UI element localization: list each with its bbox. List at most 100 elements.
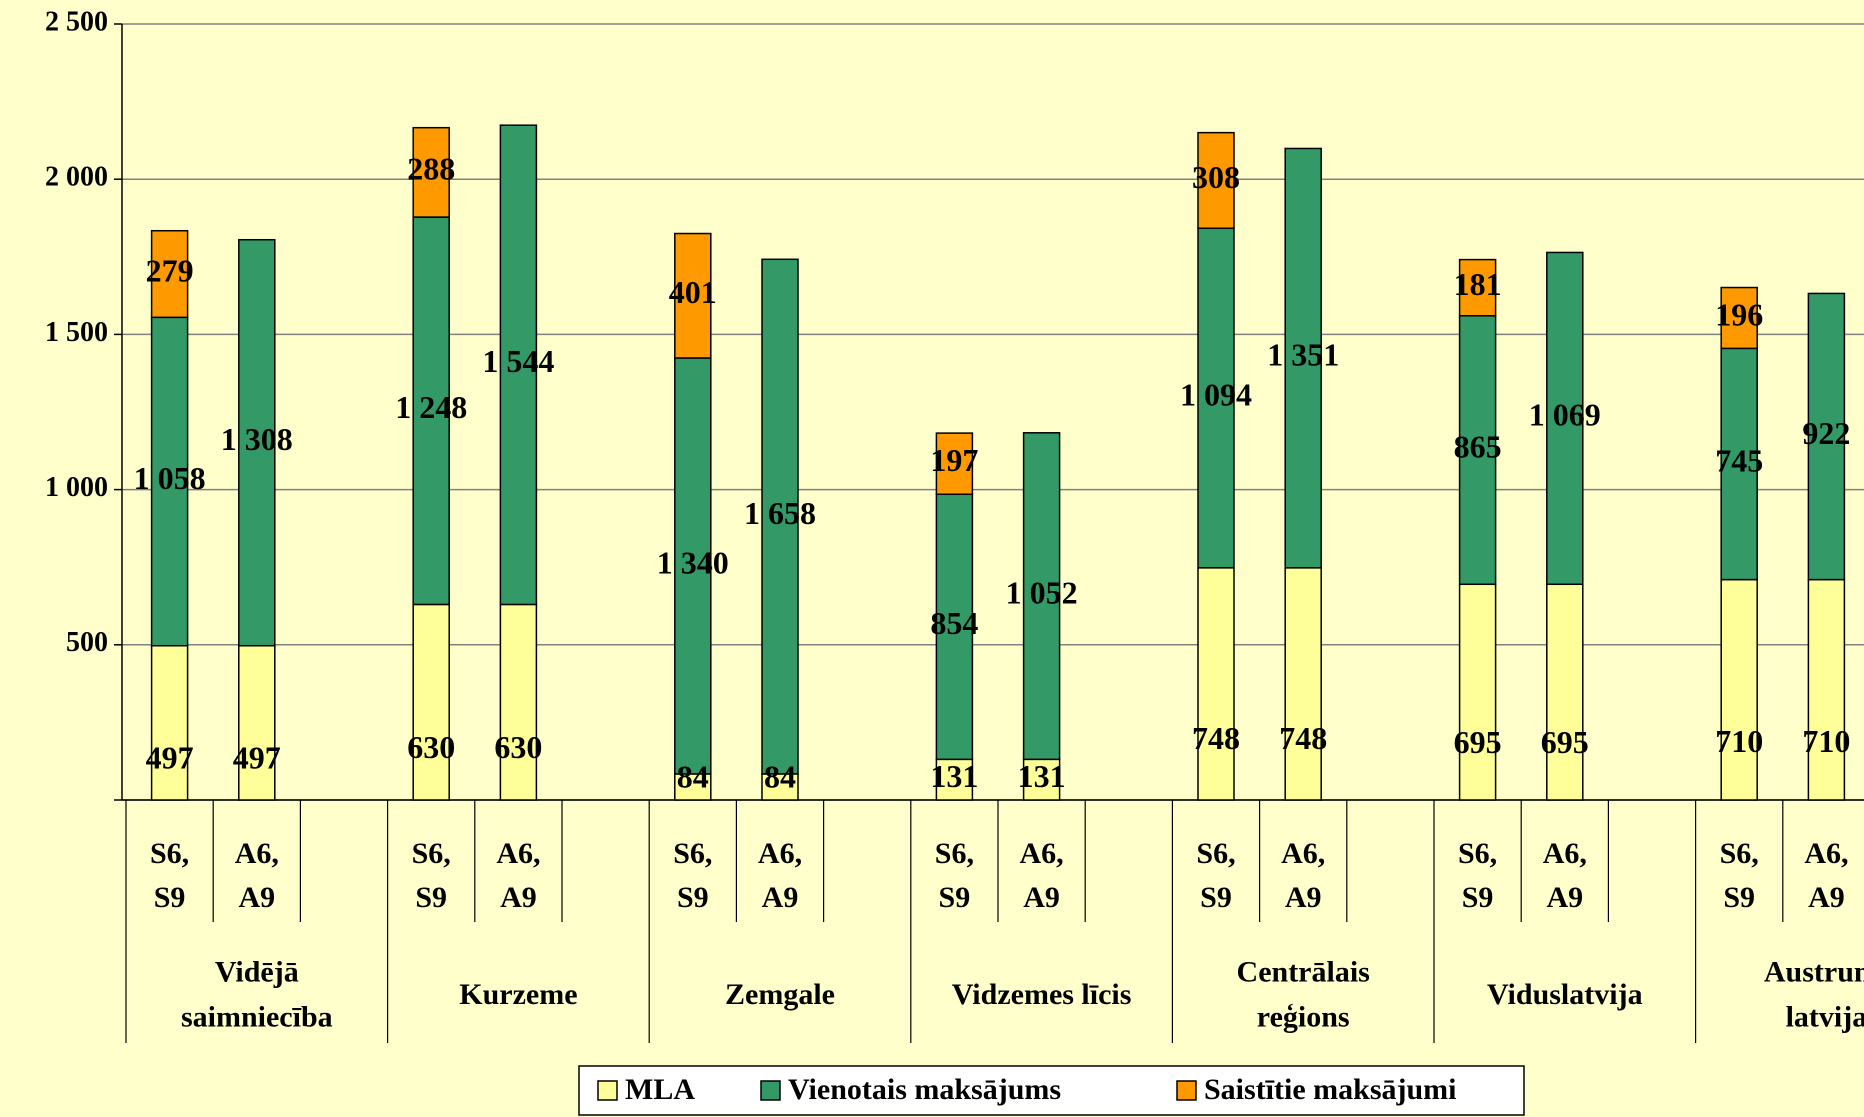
x-tick-label: S6, S9: [150, 837, 189, 914]
data-label: 1 069: [1529, 397, 1601, 433]
bar-segment: [150, 644, 189, 801]
data-label: 84: [764, 758, 796, 794]
data-label: 1 340: [657, 544, 729, 580]
data-label: 922: [1802, 415, 1850, 451]
bar-segment: [1720, 286, 1758, 350]
bar-segment: [761, 258, 799, 775]
x-tick-label: S6, S9: [673, 837, 712, 914]
data-label: 497: [146, 739, 194, 775]
bar-segment: [935, 493, 974, 761]
data-label: 748: [1192, 720, 1240, 756]
bar-segment: [1720, 347, 1758, 581]
group-label: Viduslatvija: [1487, 978, 1643, 1011]
x-tick-label: A6, A9: [1281, 837, 1325, 914]
x-tick-label: S6, S9: [935, 837, 974, 914]
x-tick-label: A6, A9: [758, 837, 802, 914]
x-tick-label: A6, A9: [1804, 837, 1848, 914]
data-label: 630: [407, 729, 455, 765]
legend-label: Vienotais maksājums: [788, 1073, 1061, 1106]
data-label: 695: [1541, 724, 1589, 760]
data-label: 401: [669, 274, 717, 310]
bar-segment: [499, 603, 538, 801]
x-tick-label: A6, A9: [235, 837, 279, 914]
x-tick-label: S6, S9: [412, 837, 451, 914]
data-label: 288: [407, 151, 455, 187]
data-label: 1 308: [221, 421, 293, 457]
bar-segment: [1284, 567, 1322, 801]
data-label: 748: [1279, 720, 1327, 756]
bar-segment: [412, 603, 450, 801]
data-label: 745: [1715, 442, 1763, 478]
data-label: 854: [930, 605, 978, 641]
data-label: 131: [1018, 758, 1066, 794]
data-label: 197: [930, 442, 978, 478]
bar-segment: [412, 126, 450, 218]
x-tick-label: S6, S9: [1458, 837, 1497, 914]
data-label: 1 052: [1006, 574, 1078, 610]
data-label: 131: [930, 758, 978, 794]
data-label: 279: [146, 252, 194, 288]
bar-segment: [935, 432, 974, 496]
bar-segment: [1022, 758, 1061, 801]
bar-segment: [1284, 147, 1322, 569]
bar-segment: [1458, 583, 1497, 801]
bar-segment: [1807, 578, 1846, 801]
group-label: Kurzeme: [459, 978, 577, 1011]
x-tick-label: A6, A9: [1020, 837, 1064, 914]
bar-segment: [674, 232, 712, 359]
group-label: Centrālais reģions: [1237, 955, 1370, 1033]
x-tick-label: A6, A9: [1543, 837, 1587, 914]
group-label: Vidējā saimniecība: [181, 955, 333, 1033]
data-label: 181: [1454, 266, 1502, 302]
data-label: 1 058: [134, 460, 206, 496]
y-tick-label: 1 000: [45, 472, 108, 503]
y-tick-label: 1 500: [45, 317, 108, 348]
y-tick-label: 500: [66, 627, 108, 658]
data-label: 630: [494, 729, 542, 765]
x-tick-label: A6, A9: [496, 837, 540, 914]
bar-segment: [1546, 251, 1584, 586]
x-tick-label: S6, S9: [1196, 837, 1235, 914]
x-tick-label: S6, S9: [1720, 837, 1759, 914]
bar-segment: [1197, 567, 1235, 801]
data-label: 196: [1715, 296, 1763, 332]
data-label: 865: [1454, 428, 1502, 464]
bar-segment: [1458, 258, 1497, 317]
bar-segment: [238, 238, 276, 647]
bar-segment: [1720, 578, 1758, 801]
data-label: 1 351: [1267, 336, 1339, 372]
group-label: Austrum-latvija: [1764, 955, 1864, 1033]
bar-segment: [1807, 292, 1846, 581]
legend-box: [578, 1065, 1525, 1116]
bar-segment: [1197, 227, 1235, 569]
legend-swatch: [1176, 1080, 1197, 1101]
legend-label: Saistītie maksājumi: [1204, 1073, 1457, 1106]
data-label: 84: [677, 758, 709, 794]
bar-segment: [1546, 583, 1584, 801]
data-label: 1 248: [395, 389, 467, 425]
y-tick-label: 2 000: [45, 162, 108, 193]
group-label: Zemgale: [725, 978, 835, 1011]
bar-segment: [499, 124, 538, 606]
data-label: 695: [1454, 724, 1502, 760]
bar-segment: [1022, 432, 1061, 761]
legend-swatch: [597, 1080, 618, 1101]
data-label: 710: [1802, 723, 1850, 759]
data-label: 710: [1715, 723, 1763, 759]
bar-segment: [412, 216, 450, 606]
bar-segment: [1197, 131, 1235, 229]
data-label: 308: [1192, 159, 1240, 195]
data-label: 1 094: [1180, 376, 1252, 412]
data-label: 497: [233, 739, 281, 775]
bar-segment: [238, 644, 276, 801]
bar-segment: [1458, 315, 1497, 586]
group-label: Vidzemes līcis: [952, 978, 1132, 1011]
data-label: 1 544: [482, 343, 554, 379]
bar-segment: [935, 758, 974, 801]
legend-label: MLA: [625, 1073, 695, 1106]
data-label: 1 658: [744, 495, 816, 531]
legend-swatch: [760, 1080, 781, 1101]
bar-segment: [150, 229, 189, 319]
